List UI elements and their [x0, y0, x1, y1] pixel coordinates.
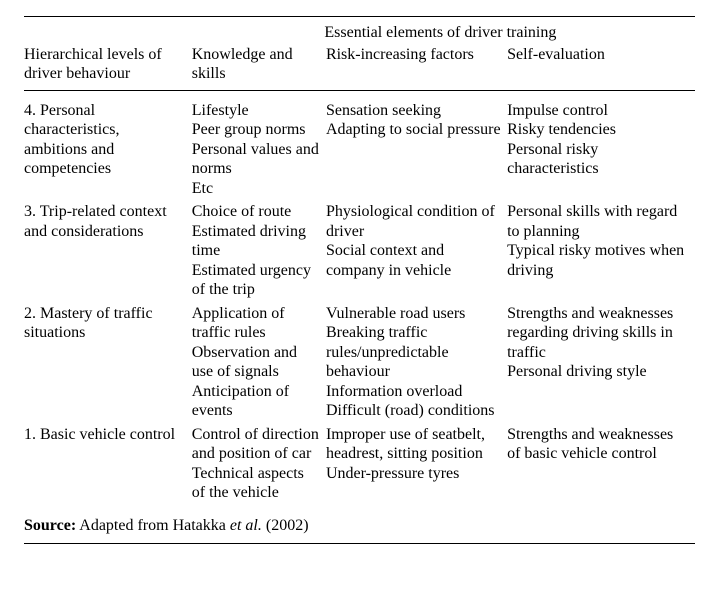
cell-line: Application of traffic rules	[192, 304, 320, 343]
gde-matrix-table: Essential elements of driver training Hi…	[24, 17, 695, 505]
cell-risk: Improper use of seatbelt, headrest, sitt…	[326, 423, 507, 505]
header-col-4: Self-evaluation	[507, 43, 695, 91]
cell-self: Strengths and weaknesses of basic vehicl…	[507, 423, 695, 505]
cell-risk: Sensation seekingAdapting to social pres…	[326, 90, 507, 200]
cell-line: Social context and company in vehicle	[326, 241, 501, 280]
cell-line: 2. Mastery of traffic situations	[24, 304, 186, 343]
table-row: 3. Trip-related context and consideratio…	[24, 200, 695, 302]
cell-line: Strengths and weaknesses of basic vehicl…	[507, 425, 689, 464]
cell-line: Physiological condition of driver	[326, 202, 501, 241]
cell-line: 1. Basic vehicle control	[24, 425, 186, 445]
cell-self: Impulse controlRisky tendenciesPersonal …	[507, 90, 695, 200]
cell-knowledge: Choice of routeEstimated driving timeEst…	[192, 200, 326, 302]
cell-line: Peer group norms	[192, 120, 320, 140]
cell-line: Personal risky characteristics	[507, 140, 689, 179]
source-label: Source:	[24, 517, 76, 534]
header-col-3: Risk-increasing factors	[326, 43, 507, 91]
cell-line: Risky tendencies	[507, 120, 689, 140]
cell-level: 2. Mastery of traffic situations	[24, 302, 192, 423]
header-col-2: Knowledge and skills	[192, 43, 326, 91]
cell-line: Adapting to social pressure	[326, 120, 501, 140]
table-row: 4. Personal characteristics, ambitions a…	[24, 90, 695, 200]
cell-line: Etc	[192, 179, 320, 199]
cell-knowledge: Control of direction and position of car…	[192, 423, 326, 505]
cell-line: Technical aspects of the vehicle	[192, 464, 320, 503]
cell-line: Strengths and weaknesses regarding drivi…	[507, 304, 689, 363]
cell-level: 4. Personal characteristics, ambitions a…	[24, 90, 192, 200]
cell-line: 4. Personal characteristics, ambitions a…	[24, 101, 186, 179]
table-body: 4. Personal characteristics, ambitions a…	[24, 90, 695, 505]
cell-line: Anticipation of events	[192, 382, 320, 421]
source-text-before: Adapted from Hatakka	[76, 517, 230, 534]
cell-line: Information overload	[326, 382, 501, 402]
source-note: Source: Adapted from Hatakka et al. (200…	[24, 505, 695, 543]
cell-self: Personal skills with regard to planningT…	[507, 200, 695, 302]
cell-line: Personal values and norms	[192, 140, 320, 179]
cell-knowledge: Application of traffic rulesObservation …	[192, 302, 326, 423]
header-col-1: Hierarchical levels of driver behaviour	[24, 43, 192, 91]
cell-line: Impulse control	[507, 101, 689, 121]
cell-line: Personal driving style	[507, 362, 689, 382]
cell-line: Difficult (road) conditions	[326, 401, 501, 421]
cell-level: 3. Trip-related context and consideratio…	[24, 200, 192, 302]
cell-line: Personal skills with regard to planning	[507, 202, 689, 241]
source-italic: et al.	[230, 517, 262, 534]
cell-line: Breaking traffic rules/unpredictable beh…	[326, 323, 501, 382]
cell-line: Sensation seeking	[326, 101, 501, 121]
cell-line: Choice of route	[192, 202, 320, 222]
cell-risk: Vulnerable road usersBreaking traffic ru…	[326, 302, 507, 423]
cell-line: Estimated driving time	[192, 222, 320, 261]
cell-line: 3. Trip-related context and consideratio…	[24, 202, 186, 241]
cell-line: Control of direction and position of car	[192, 425, 320, 464]
cell-knowledge: LifestylePeer group normsPersonal values…	[192, 90, 326, 200]
cell-self: Strengths and weaknesses regarding drivi…	[507, 302, 695, 423]
cell-line: Under-pressure tyres	[326, 464, 501, 484]
cell-line: Typical risky motives when driving	[507, 241, 689, 280]
cell-level: 1. Basic vehicle control	[24, 423, 192, 505]
cell-line: Vulnerable road users	[326, 304, 501, 324]
table-header: Essential elements of driver training Hi…	[24, 17, 695, 90]
source-text-after: (2002)	[262, 517, 309, 534]
cell-line: Estimated urgency of the trip	[192, 261, 320, 300]
table-container: Essential elements of driver training Hi…	[24, 16, 695, 544]
table-row: 1. Basic vehicle control Control of direc…	[24, 423, 695, 505]
cell-risk: Physiological condition of driverSocial …	[326, 200, 507, 302]
cell-line: Observation and use of signals	[192, 343, 320, 382]
table-row: 2. Mastery of traffic situationsApplicat…	[24, 302, 695, 423]
cell-line: Lifestyle	[192, 101, 320, 121]
header-spanning: Essential elements of driver training	[192, 17, 695, 43]
cell-line: Improper use of seatbelt, headrest, sitt…	[326, 425, 501, 464]
header-blank	[24, 17, 192, 43]
